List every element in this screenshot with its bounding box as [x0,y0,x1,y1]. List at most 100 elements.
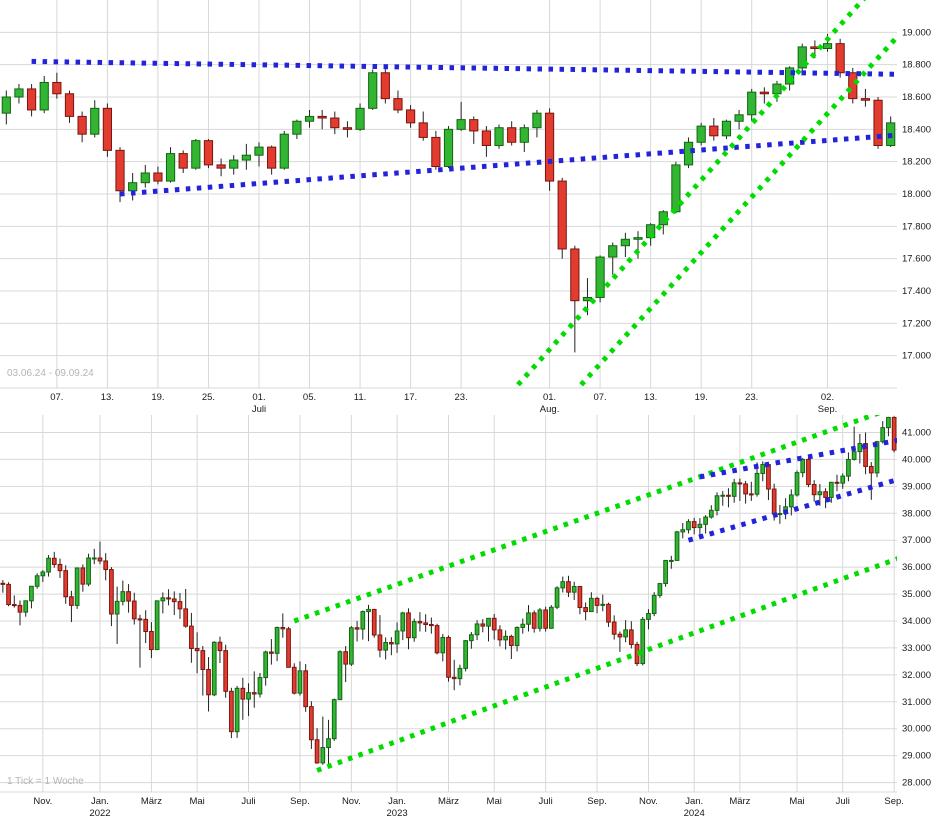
x-axis-label: Jan. [685,796,703,807]
candle-up [532,112,542,129]
candle-up [520,623,526,628]
candle-down [153,172,163,182]
candle-down [481,130,492,146]
y-axis-label: 40.000 [902,454,931,465]
candle-up [1,96,11,114]
candle-up [474,623,480,636]
daily-candlestick-chart[interactable]: 17.000 17.200 17.400 17.600 17.800 18.000 18.2… [0,0,943,415]
candles [1,33,896,353]
x-axis-label: 13. [644,392,657,403]
candle-up [708,509,714,518]
candle-up [128,182,138,192]
candle-up [331,699,337,740]
y-axis-label: 28.000 [902,778,931,789]
blue-dotted-trendline[interactable] [687,476,911,543]
candle-down [251,692,257,695]
candle-up [851,451,857,460]
y-axis-label: 17.800 [902,221,931,232]
candle-down [480,623,486,627]
y-axis-label: 30.000 [902,724,931,735]
y-axis-label: 39.000 [902,481,931,492]
y-axis-label: 18.200 [902,157,931,168]
candle-down [291,666,297,694]
candle-up [663,559,668,585]
candle-down [606,603,611,623]
x-axis-label: 23. [455,392,468,403]
green-dotted-trendline[interactable] [516,0,884,387]
candle-down [863,443,868,467]
blue-dotted-trendline[interactable] [119,132,910,197]
candle-down [371,608,377,636]
candle-up [720,494,726,497]
x-axis-label: Nov. [33,796,52,807]
candle-up [646,612,651,620]
candle-down [206,668,211,696]
candle-up [229,159,239,169]
weekly-candlestick-chart[interactable]: 28.000 29.000 30.000 31.000 32.000 33.000 34.0… [0,415,943,838]
candle-up [40,571,46,577]
y-axis-label: 34.000 [902,616,931,627]
candle-up [34,575,40,587]
candle-down [109,569,114,615]
candle-up [857,443,863,453]
trendlines [293,415,911,773]
x-axis-label: 07. [593,392,606,403]
y-axis-label: 17.600 [902,254,931,265]
candle-up [754,472,760,495]
candle-down [531,612,537,629]
candle-up [279,133,289,169]
candle-down [137,618,143,621]
candle-down [240,687,246,700]
candle-down [451,676,457,680]
x-axis-label: Juli [538,796,552,807]
candle-up [468,634,474,642]
candle-down [343,651,349,665]
candle-down [508,635,514,647]
x-axis-label: 23. [745,392,758,403]
blue-dotted-trendline[interactable] [31,58,904,77]
x-axis-label: Mai [789,796,804,807]
y-axis-label: 18.800 [902,60,931,71]
candle-up [263,651,269,679]
candle-up [760,464,766,474]
candle-up [800,458,806,474]
candle-up [788,494,794,508]
candle-up [326,738,331,749]
candle-down [102,107,112,151]
trendlines [31,0,910,387]
x-axis-label: 02. [821,392,834,403]
candle-up [360,611,366,630]
y-axis-label: 35.000 [902,589,931,600]
candle-down [377,634,383,651]
candle-down [11,604,17,607]
green-dotted-trendline[interactable] [293,415,911,624]
candle-up [154,600,160,651]
candle-down [868,465,874,474]
green-dotted-trendline[interactable] [316,554,911,773]
candle-up [411,621,417,639]
candle-up [456,119,466,130]
candle-up [588,597,594,613]
x-axis-label: 05. [303,392,316,403]
candle-down [891,416,897,451]
y-axis-label: 17.000 [902,351,931,362]
candle-up [90,107,100,135]
candles [0,416,897,765]
blue-dotted-trendline[interactable] [699,437,911,480]
candle-up [582,296,593,302]
candle-up [714,495,720,511]
candle-down [848,72,858,100]
candle-up [683,141,694,166]
candle-up [537,609,543,629]
candle-up [777,513,783,516]
candle-up [822,43,833,50]
candle-up [696,125,706,143]
candle-up [457,667,463,680]
candle-down [544,112,555,182]
candle-up [747,91,757,116]
candle-up [703,516,708,525]
candle-up [721,120,732,137]
candle-up [29,585,34,602]
daily-chart-section: 17.000 17.200 17.400 17.600 17.800 18.000 18.2… [0,0,943,415]
candle-down [583,607,588,613]
